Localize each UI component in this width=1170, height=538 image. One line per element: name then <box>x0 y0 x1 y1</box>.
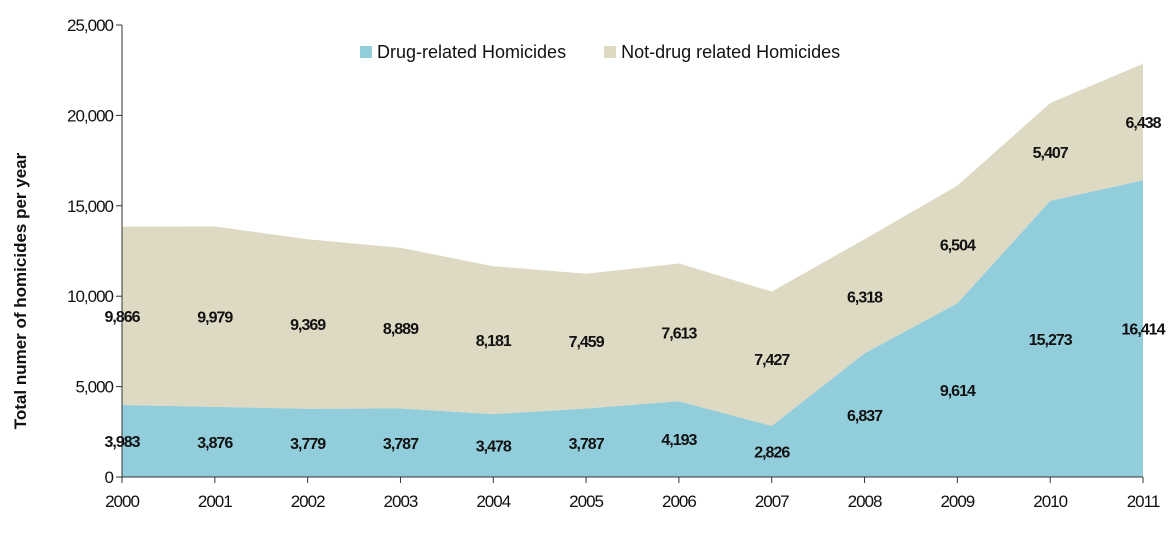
legend-swatch <box>360 46 372 58</box>
data-label: 7,459 <box>569 334 605 351</box>
data-label: 2,826 <box>754 444 790 461</box>
y-tick-label: 0 <box>105 468 114 487</box>
data-label: 8,181 <box>476 333 512 350</box>
legend-label: Not-drug related Homicides <box>621 42 840 62</box>
data-label: 3,478 <box>476 439 512 456</box>
x-tick-label: 2004 <box>476 492 510 511</box>
data-label: 6,504 <box>940 237 976 254</box>
legend-swatch <box>604 46 617 58</box>
data-label: 3,787 <box>383 436 419 453</box>
x-axis-ticks: 2000 2001 2002 2003 2004 2005 2006 2007 2008 2009… <box>105 477 1161 511</box>
x-tick-label: 2005 <box>569 492 603 511</box>
data-label: 3,779 <box>290 436 326 453</box>
series-area-2 <box>122 63 1143 426</box>
x-tick-label: 2010 <box>1033 492 1067 511</box>
x-tick-label: 2011 <box>1127 492 1160 511</box>
data-label: 4,193 <box>661 432 697 449</box>
x-tick-label: 2009 <box>940 492 974 511</box>
data-label: 6,318 <box>847 289 883 306</box>
data-label: 8,889 <box>383 321 419 338</box>
y-tick-label: 10,000 <box>67 287 114 306</box>
x-tick-label: 2000 <box>105 492 139 511</box>
legend-label: Drug-related Homicides <box>377 42 566 62</box>
data-label: 3,876 <box>197 435 233 452</box>
data-label: 5,407 <box>1033 145 1069 162</box>
data-label: 9,614 <box>940 383 976 400</box>
data-label: 7,427 <box>754 352 790 369</box>
y-tick-label: 15,000 <box>67 197 114 216</box>
data-label: 7,613 <box>661 325 697 342</box>
data-label: 6,438 <box>1125 115 1161 132</box>
data-label: 9,369 <box>290 317 326 334</box>
y-axis-title: Total numer of homicides per year <box>11 152 30 429</box>
x-tick-label: 2002 <box>291 492 325 511</box>
legend: Drug-related Homicides Not-drug related H… <box>360 42 840 62</box>
x-tick-label: 2006 <box>662 492 696 511</box>
data-label: 15,273 <box>1029 332 1073 349</box>
x-tick-label: 2001 <box>198 492 232 511</box>
data-labels: 3,983 3,876 3,779 3,787 3,478 3,787 4,193 2,826… <box>104 115 1166 461</box>
area-layers <box>122 63 1143 477</box>
y-tick-label: 20,000 <box>67 106 114 125</box>
data-label: 9,866 <box>104 309 140 326</box>
x-tick-label: 2003 <box>384 492 418 511</box>
y-tick-label: 25,000 <box>67 16 114 35</box>
data-label: 16,414 <box>1122 322 1166 339</box>
x-tick-label: 2008 <box>848 492 882 511</box>
data-label: 9,979 <box>197 310 233 327</box>
y-axis-ticks: 0 5,000 10,000 15,000 20,000 25,000 <box>67 16 122 487</box>
data-label: 6,837 <box>847 408 883 425</box>
y-tick-label: 5,000 <box>75 378 113 397</box>
axes <box>121 25 1143 478</box>
data-label: 3,787 <box>569 436 605 453</box>
x-tick-label: 2007 <box>755 492 789 511</box>
data-label: 3,983 <box>104 434 140 451</box>
series-area-1 <box>122 180 1143 477</box>
